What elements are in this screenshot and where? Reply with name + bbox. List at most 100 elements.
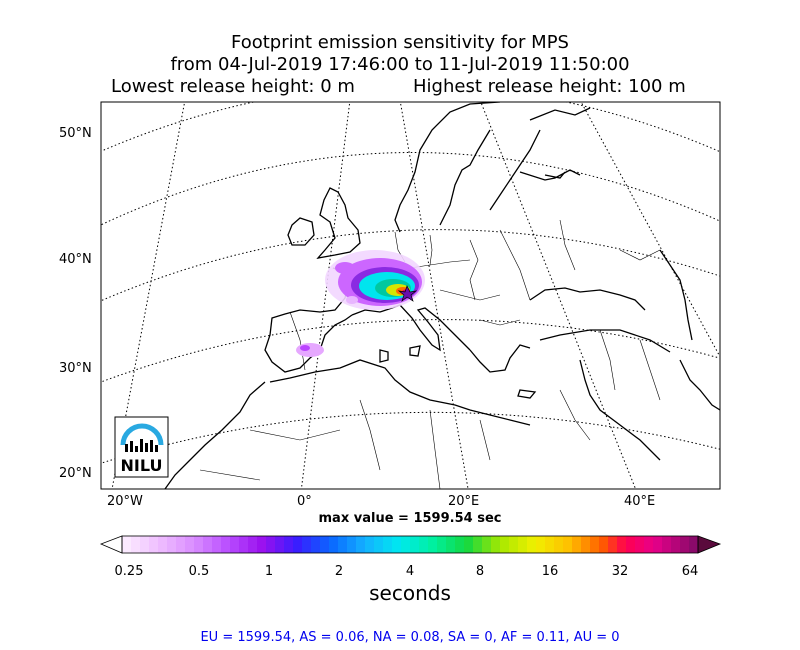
colorbar-tick-label: 32 bbox=[611, 564, 629, 579]
colorbar-cell bbox=[392, 536, 402, 553]
colorbar bbox=[99, 535, 722, 554]
colorbar-cell bbox=[401, 536, 411, 553]
colorbar-cell bbox=[230, 536, 240, 553]
release-site-star-icon bbox=[397, 285, 418, 303]
emission-sensitivity-field bbox=[296, 250, 425, 357]
colorbar-frame bbox=[121, 535, 699, 554]
colorbar-cell bbox=[356, 536, 366, 553]
colorbar-cell bbox=[509, 536, 519, 553]
map-area: NILU bbox=[101, 102, 720, 489]
colorbar-cell bbox=[302, 536, 312, 553]
colorbar-cell bbox=[554, 536, 564, 553]
colorbar-cell bbox=[671, 536, 681, 553]
logo-text: NILU bbox=[121, 456, 163, 475]
lat-label-40n: 40°N bbox=[59, 252, 92, 267]
colorbar-cell bbox=[572, 536, 582, 553]
colorbar-cell bbox=[455, 536, 465, 553]
colorbar-cell bbox=[338, 536, 348, 553]
colorbar-unit-label: seconds bbox=[369, 581, 451, 605]
colorbar-high-arrow bbox=[697, 535, 722, 554]
max-value-label: max value = 1599.54 sec bbox=[318, 511, 502, 526]
colorbar-cell bbox=[122, 536, 132, 553]
colorbar-cell bbox=[446, 536, 456, 553]
colorbar-cell bbox=[617, 536, 627, 553]
colorbar-cell bbox=[590, 536, 600, 553]
graticule bbox=[101, 102, 720, 489]
lat-label-20n: 20°N bbox=[59, 466, 92, 481]
colorbar-cell bbox=[167, 536, 177, 553]
chart-title: Footprint emission sensitivity for MPS bbox=[231, 32, 569, 53]
lat-label-50n: 50°N bbox=[59, 126, 92, 141]
colorbar-cell bbox=[653, 536, 663, 553]
colorbar-cell bbox=[293, 536, 303, 553]
coastlines bbox=[164, 102, 720, 489]
colorbar-cell bbox=[437, 536, 447, 553]
region-summary: EU = 1599.54, AS = 0.06, NA = 0.08, SA =… bbox=[200, 630, 620, 645]
colorbar-cell bbox=[203, 536, 213, 553]
colorbar-tick-label: 64 bbox=[681, 564, 699, 579]
lon-label-0: 0° bbox=[297, 494, 312, 509]
colorbar-cell bbox=[257, 536, 267, 553]
colorbar-cell bbox=[185, 536, 195, 553]
colorbar-cell bbox=[473, 536, 483, 553]
colorbar-cell bbox=[212, 536, 222, 553]
lowest-release-height: Lowest release height: 0 m bbox=[111, 76, 355, 97]
colorbar-cell bbox=[374, 536, 384, 553]
colorbar-cell bbox=[140, 536, 150, 553]
colorbar-cell bbox=[248, 536, 258, 553]
colorbar-cell bbox=[365, 536, 375, 553]
colorbar-cell bbox=[491, 536, 501, 553]
colorbar-cell bbox=[275, 536, 285, 553]
colorbar-cell bbox=[158, 536, 168, 553]
colorbar-cell bbox=[221, 536, 231, 553]
colorbar-cell bbox=[626, 536, 636, 553]
colorbar-cell bbox=[518, 536, 528, 553]
colorbar-cell bbox=[635, 536, 645, 553]
time-range: from 04-Jul-2019 17:46:00 to 11-Jul-2019… bbox=[170, 54, 630, 75]
colorbar-cell bbox=[428, 536, 438, 553]
colorbar-low-arrow bbox=[99, 535, 123, 554]
colorbar-cell bbox=[644, 536, 654, 553]
colorbar-cell bbox=[482, 536, 492, 553]
colorbar-cell bbox=[131, 536, 141, 553]
colorbar-tick-label: 0.5 bbox=[188, 564, 210, 579]
colorbar-tick-label: 1 bbox=[264, 564, 274, 579]
lon-label-40e: 40°E bbox=[624, 494, 656, 509]
colorbar-cell bbox=[689, 536, 699, 553]
colorbar-cell bbox=[608, 536, 618, 553]
colorbar-tick-label: 16 bbox=[541, 564, 559, 579]
colorbar-cell bbox=[194, 536, 204, 553]
highest-release-height: Highest release height: 100 m bbox=[413, 76, 686, 97]
colorbar-tick-label: 4 bbox=[405, 564, 415, 579]
colorbar-cell bbox=[383, 536, 393, 553]
colorbar-cell bbox=[311, 536, 321, 553]
colorbar-cell bbox=[347, 536, 357, 553]
colorbar-tick-label: 0.25 bbox=[114, 564, 144, 579]
colorbar-cell bbox=[176, 536, 186, 553]
colorbar-cell bbox=[581, 536, 591, 553]
colorbar-cell bbox=[149, 536, 159, 553]
lon-label-20e: 20°E bbox=[448, 494, 480, 509]
colorbar-tick-label: 2 bbox=[334, 564, 344, 579]
colorbar-cell bbox=[680, 536, 690, 553]
colorbar-cell bbox=[545, 536, 555, 553]
colorbar-cell bbox=[464, 536, 474, 553]
colorbar-cell bbox=[662, 536, 672, 553]
lon-label-20w: 20°W bbox=[107, 494, 143, 509]
colorbar-cell bbox=[527, 536, 537, 553]
colorbar-cell bbox=[266, 536, 276, 553]
colorbar-cell bbox=[410, 536, 420, 553]
colorbar-cell bbox=[563, 536, 573, 553]
colorbar-tick-label: 8 bbox=[475, 564, 485, 579]
colorbar-cell bbox=[599, 536, 609, 553]
colorbar-cell bbox=[320, 536, 330, 553]
colorbar-cell bbox=[500, 536, 510, 553]
map-frame bbox=[100, 101, 721, 490]
colorbar-cell bbox=[419, 536, 429, 553]
lat-label-30n: 30°N bbox=[59, 361, 92, 376]
colorbar-cell bbox=[284, 536, 294, 553]
colorbar-cell bbox=[536, 536, 546, 553]
colorbar-cell bbox=[329, 536, 339, 553]
colorbar-cell bbox=[239, 536, 249, 553]
